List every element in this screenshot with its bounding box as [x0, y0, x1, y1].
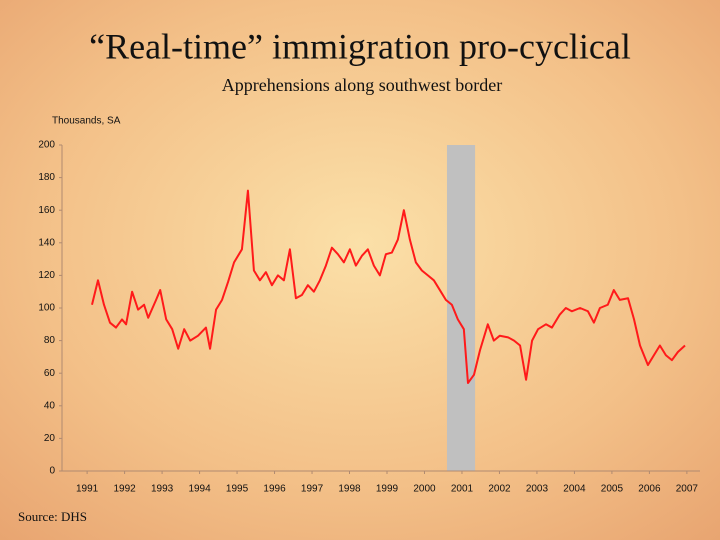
x-tick-label: 1998 [338, 484, 361, 495]
x-tick-label: 2004 [563, 484, 586, 495]
x-tick-label: 2005 [601, 484, 624, 495]
x-tick-label: 2003 [526, 484, 549, 495]
x-tick-label: 1991 [76, 484, 99, 495]
x-tick-label: 2002 [488, 484, 511, 495]
y-tick-label: 0 [49, 466, 55, 477]
x-tick-label: 1997 [301, 484, 324, 495]
y-tick-label: 80 [44, 335, 56, 346]
y-tick-label: 20 [44, 433, 56, 444]
y-tick-label: 100 [38, 303, 55, 314]
y-tick-label: 180 [38, 172, 55, 183]
x-tick-label: 2001 [451, 484, 474, 495]
y-tick-label: 120 [38, 270, 55, 281]
shaded-region [446, 145, 476, 471]
y-tick-label: 200 [38, 140, 55, 151]
x-tick-label: 1992 [113, 484, 136, 495]
y-tick-label: 60 [44, 368, 56, 379]
x-tick-label: 2000 [413, 484, 436, 495]
chart-subtitle: Apprehensions along southwest border [222, 75, 502, 95]
x-tick-label: 1999 [376, 484, 399, 495]
chart-title: “Real-time” immigration pro-cyclical [89, 26, 631, 66]
y-axis-label: Thousands, SA [52, 116, 121, 127]
y-tick-label: 160 [38, 205, 55, 216]
x-tick-label: 2006 [638, 484, 661, 495]
line-series [91, 189, 686, 384]
y-tick-label: 40 [44, 400, 56, 411]
y-tick-label: 140 [38, 237, 55, 248]
x-tick-label: 2007 [676, 484, 699, 495]
x-tick-label: 1994 [188, 484, 211, 495]
source: Source: DHS [18, 509, 87, 524]
x-tick-label: 1993 [151, 484, 174, 495]
x-tick-label: 1995 [226, 484, 249, 495]
x-tick-label: 1996 [263, 484, 286, 495]
